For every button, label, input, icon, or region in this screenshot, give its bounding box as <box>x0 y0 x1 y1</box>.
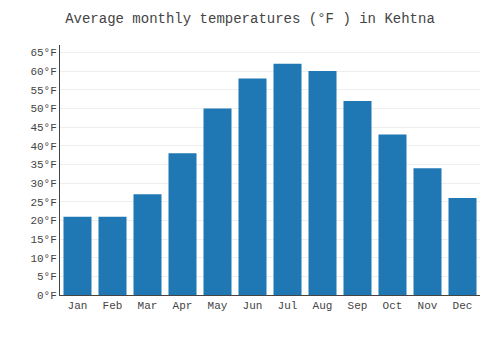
svg-text:Dec: Dec <box>453 300 473 312</box>
svg-text:Nov: Nov <box>418 300 438 312</box>
svg-text:Feb: Feb <box>103 300 123 312</box>
svg-text:10°F: 10°F <box>30 253 56 265</box>
svg-text:Mar: Mar <box>138 300 158 312</box>
svg-text:55°F: 55°F <box>30 85 56 97</box>
svg-text:60°F: 60°F <box>30 66 56 78</box>
svg-text:25°F: 25°F <box>30 197 56 209</box>
svg-text:15°F: 15°F <box>30 234 56 246</box>
svg-text:45°F: 45°F <box>30 122 56 134</box>
svg-text:20°F: 20°F <box>30 215 56 227</box>
svg-text:0°F: 0°F <box>37 290 57 302</box>
svg-text:65°F: 65°F <box>30 47 56 59</box>
svg-text:Apr: Apr <box>173 300 193 312</box>
svg-text:35°F: 35°F <box>30 159 56 171</box>
svg-text:Oct: Oct <box>383 300 403 312</box>
svg-text:Sep: Sep <box>348 300 368 312</box>
svg-text:Aug: Aug <box>313 300 333 312</box>
svg-text:Jun: Jun <box>243 300 263 312</box>
svg-text:Average monthly temperatures (: Average monthly temperatures (°F ) in Ke… <box>65 11 435 27</box>
svg-text:40°F: 40°F <box>30 141 56 153</box>
svg-text:50°F: 50°F <box>30 103 56 115</box>
svg-text:May: May <box>208 300 228 312</box>
svg-text:Jan: Jan <box>68 300 88 312</box>
svg-text:Jul: Jul <box>278 300 298 312</box>
svg-text:30°F: 30°F <box>30 178 56 190</box>
svg-text:5°F: 5°F <box>37 271 57 283</box>
